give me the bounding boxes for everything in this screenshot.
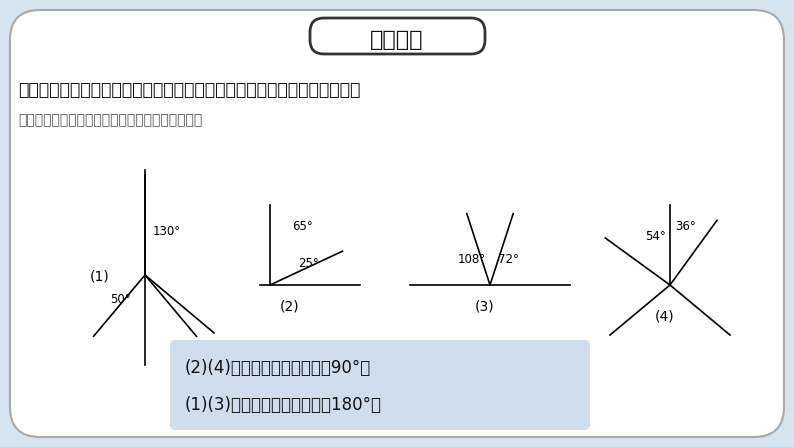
Text: 65°: 65° xyxy=(292,220,313,233)
Text: 25°: 25° xyxy=(298,257,318,270)
Text: (2)(4)为一组，它们的和都是90°，: (2)(4)为一组，它们的和都是90°， xyxy=(185,359,372,377)
FancyBboxPatch shape xyxy=(10,10,784,437)
Text: (2): (2) xyxy=(280,299,299,313)
Text: 分的？每一组中的两个角的和有什么共同的特点？: 分的？每一组中的两个角的和有什么共同的特点？ xyxy=(18,113,202,127)
Text: 36°: 36° xyxy=(675,220,696,233)
Text: 求下列各图中的两个角的和，并根据这些和把这四个图分成两组．你是怎么: 求下列各图中的两个角的和，并根据这些和把这四个图分成两组．你是怎么 xyxy=(18,81,360,99)
FancyBboxPatch shape xyxy=(170,340,590,430)
Text: 130°: 130° xyxy=(153,225,181,238)
Text: 72°: 72° xyxy=(498,253,518,266)
Text: 50°: 50° xyxy=(110,293,131,306)
Text: (1): (1) xyxy=(90,269,110,283)
Text: (3): (3) xyxy=(475,299,495,313)
Text: (1)(3)为一组，它们的和都是180°．: (1)(3)为一组，它们的和都是180°． xyxy=(185,396,382,414)
Text: 54°: 54° xyxy=(645,230,665,243)
FancyBboxPatch shape xyxy=(310,18,485,54)
Text: 108°: 108° xyxy=(458,253,486,266)
Text: (4): (4) xyxy=(655,309,675,323)
Text: 自学导航: 自学导航 xyxy=(370,30,424,50)
